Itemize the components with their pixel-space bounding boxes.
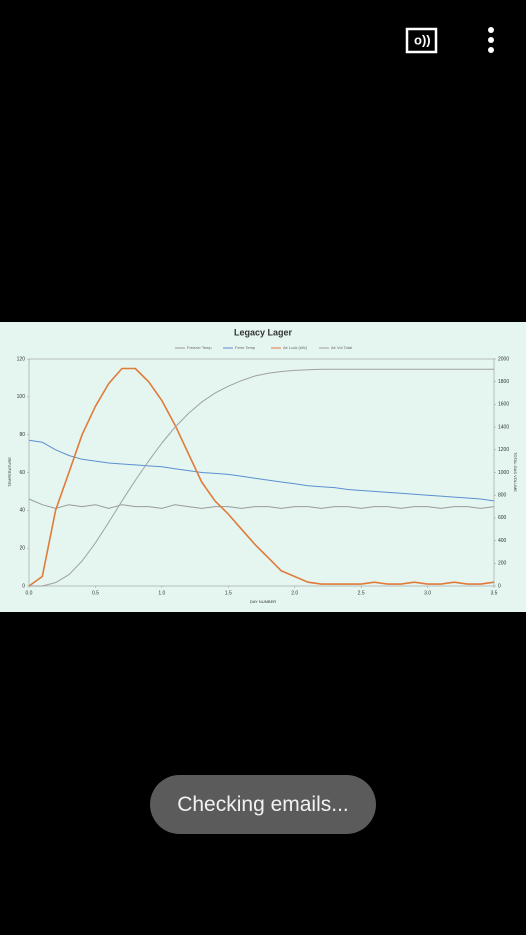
y-tick-label: 20 xyxy=(19,545,25,551)
cast-button[interactable] xyxy=(405,27,438,54)
chart: Legacy Lager DAY NUMBER TEMPERATURE TOTA… xyxy=(0,322,526,612)
y-tick-label: 40 xyxy=(19,508,25,514)
x-tick-label: 2.0 xyxy=(291,590,298,596)
legend-label: Air Lock (kW) xyxy=(283,345,308,350)
y2-tick-label: 1400 xyxy=(498,424,509,430)
series-line xyxy=(28,498,495,509)
y-tick-label: 120 xyxy=(17,356,26,362)
legend-label: Freezer Temp xyxy=(187,345,212,350)
y2-tick-label: 400 xyxy=(498,538,507,544)
x-tick-label: 0.0 xyxy=(26,590,33,596)
y2-tick-label: 1600 xyxy=(498,402,509,408)
series-line xyxy=(28,367,495,587)
menu-dot[interactable] xyxy=(488,37,494,43)
y2-tick-label: 1200 xyxy=(498,447,509,453)
toast: Checking emails... xyxy=(150,775,376,834)
x-tick-label: 3.5 xyxy=(491,590,498,596)
x-tick-label: 2.5 xyxy=(358,590,365,596)
x-axis-label: DAY NUMBER xyxy=(250,599,276,604)
series-line xyxy=(29,368,494,587)
menu-dot[interactable] xyxy=(488,27,494,33)
legend-label: Ferm Temp xyxy=(235,345,256,350)
y2-tick-label: 600 xyxy=(498,515,507,521)
top-bar: o)) xyxy=(405,27,494,54)
y2-tick-label: 1800 xyxy=(498,379,509,385)
x-tick-label: 0.5 xyxy=(92,590,99,596)
x-tick-label: 1.5 xyxy=(225,590,232,596)
y-tick-label: 0 xyxy=(22,583,25,589)
x-tick-label: 1.0 xyxy=(158,590,165,596)
series-line xyxy=(28,439,495,502)
menu-dot[interactable] xyxy=(488,47,494,53)
chart-background xyxy=(0,322,526,612)
y2-tick-label: 200 xyxy=(498,561,507,567)
y2-tick-label: 0 xyxy=(498,583,501,589)
cast-icon: o)) xyxy=(414,32,431,47)
chart-title: Legacy Lager xyxy=(234,327,293,337)
legend-label: Air Vol Total xyxy=(331,345,352,350)
y2-axis-label: TOTAL GAS VOLUME xyxy=(513,452,518,492)
y-tick-label: 60 xyxy=(19,470,25,476)
y2-tick-label: 1000 xyxy=(498,470,509,476)
y-axis-label: TEMPERATURE xyxy=(7,457,12,487)
y-tick-label: 100 xyxy=(17,394,26,400)
y2-tick-label: 2000 xyxy=(498,356,509,362)
y2-tick-label: 800 xyxy=(498,493,507,499)
y-tick-label: 80 xyxy=(19,432,25,438)
x-tick-label: 3.0 xyxy=(424,590,431,596)
